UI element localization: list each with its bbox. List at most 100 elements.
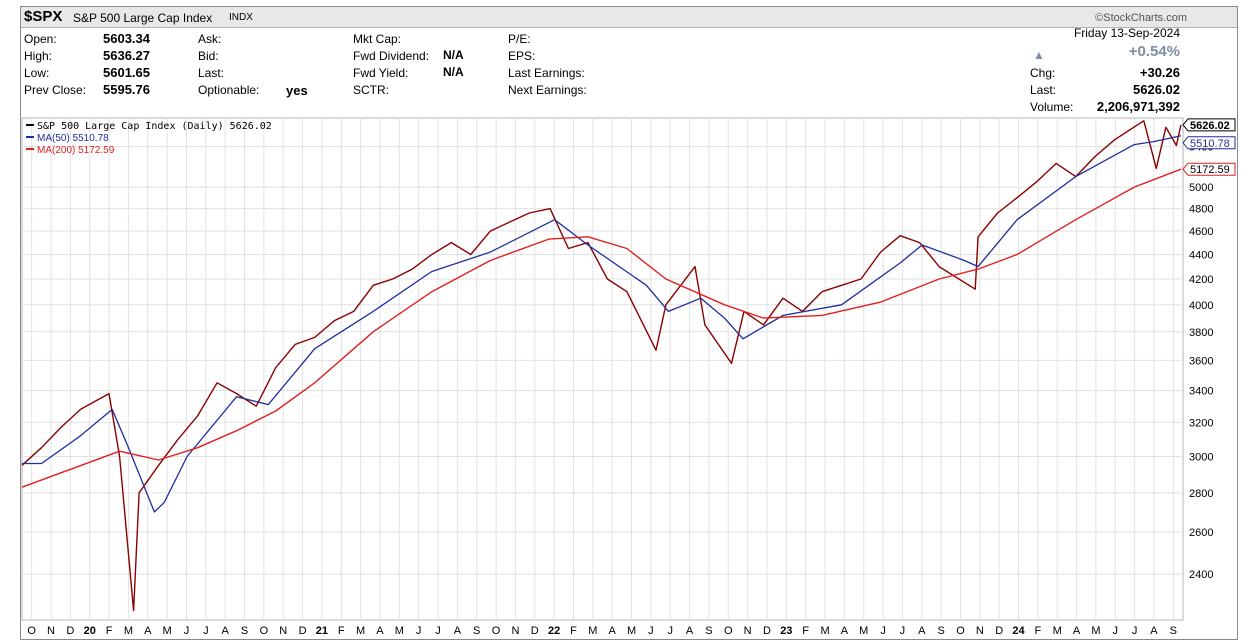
x-tick-label: A bbox=[609, 625, 617, 637]
x-tick-label: D bbox=[763, 625, 771, 637]
ma50-series-line bbox=[22, 135, 1182, 513]
low-value: 5601.65 bbox=[103, 65, 150, 80]
x-tick-label: M bbox=[820, 625, 829, 637]
x-tick-label: D bbox=[995, 625, 1003, 637]
pe-label: P/E: bbox=[508, 32, 531, 46]
y-tick-label: 4600 bbox=[1189, 226, 1213, 238]
x-tick-label: J bbox=[1113, 625, 1119, 637]
x-tick-label: 20 bbox=[84, 625, 96, 637]
fwd-dividend-value: N/A bbox=[443, 48, 464, 62]
price-tag-label: 5510.78 bbox=[1190, 138, 1230, 150]
x-tick-label: O bbox=[260, 625, 269, 637]
exchange-label: INDX bbox=[229, 12, 253, 23]
index-name: S&P 500 Large Cap Index bbox=[73, 11, 213, 25]
optionable-value: yes bbox=[286, 83, 308, 98]
open-value: 5603.34 bbox=[103, 31, 150, 46]
legend-entry: MA(200) 5172.59 bbox=[37, 145, 115, 156]
quote-panel: Open: 5603.34 High: 5636.27 Low: 5601.65… bbox=[21, 26, 1237, 118]
x-tick-label: A bbox=[376, 625, 384, 637]
x-tick-label: S bbox=[241, 625, 248, 637]
x-tick-label: A bbox=[1073, 625, 1081, 637]
x-tick-label: A bbox=[686, 625, 694, 637]
x-tick-label: J bbox=[184, 625, 190, 637]
chg-label: Chg: bbox=[1030, 66, 1056, 80]
next-earnings-label: Next Earnings: bbox=[508, 83, 587, 97]
x-tick-label: O bbox=[956, 625, 965, 637]
x-tick-label: J bbox=[203, 625, 209, 637]
y-tick-label: 3000 bbox=[1189, 451, 1213, 463]
x-tick-label: N bbox=[511, 625, 519, 637]
pct-change: +0.54% bbox=[1128, 43, 1180, 60]
title-bar: $SPX S&P 500 Large Cap Index INDX ©Stock… bbox=[21, 7, 1237, 28]
y-tick-label: 4400 bbox=[1189, 249, 1213, 261]
price-series-line bbox=[21, 120, 1182, 612]
x-tick-label: F bbox=[338, 625, 345, 637]
x-tick-label: A bbox=[222, 625, 230, 637]
ticker-symbol: $SPX bbox=[24, 8, 63, 25]
price-tag-box bbox=[1182, 136, 1236, 150]
price-tag-box bbox=[1182, 162, 1236, 176]
x-tick-label: N bbox=[976, 625, 984, 637]
x-tick-label: 21 bbox=[316, 625, 328, 637]
x-tick-label: 22 bbox=[548, 625, 560, 637]
prev-close-label: Prev Close: bbox=[24, 83, 87, 97]
x-tick-label: M bbox=[395, 625, 404, 637]
x-tick-label: F bbox=[1035, 625, 1042, 637]
y-tick-label: 3400 bbox=[1189, 385, 1213, 397]
x-tick-label: S bbox=[1170, 625, 1177, 637]
x-tick-label: F bbox=[570, 625, 577, 637]
x-tick-label: 24 bbox=[1012, 625, 1025, 637]
x-tick-label: J bbox=[1132, 625, 1138, 637]
bid-label: Bid: bbox=[198, 49, 219, 63]
volume-value: 2,206,971,392 bbox=[1096, 99, 1180, 114]
x-tick-label: D bbox=[299, 625, 307, 637]
y-tick-label: 2400 bbox=[1189, 569, 1213, 581]
x-tick-label: N bbox=[279, 625, 287, 637]
x-tick-label: J bbox=[667, 625, 673, 637]
eps-label: EPS: bbox=[508, 49, 536, 63]
x-tick-label: D bbox=[531, 625, 539, 637]
x-tick-label: A bbox=[144, 625, 152, 637]
sctr-label: SCTR: bbox=[353, 83, 389, 97]
last-value: 5626.02 bbox=[1133, 82, 1180, 97]
open-label: Open: bbox=[24, 32, 57, 46]
y-tick-label: 2800 bbox=[1189, 488, 1213, 500]
x-tick-label: M bbox=[588, 625, 597, 637]
x-tick-label: J bbox=[416, 625, 422, 637]
volume-label: Volume: bbox=[1030, 100, 1074, 114]
ma200-series-line bbox=[21, 168, 1182, 488]
last-label: Last: bbox=[1030, 83, 1057, 97]
x-tick-label: M bbox=[627, 625, 636, 637]
x-tick-label: M bbox=[859, 625, 868, 637]
x-tick-label: M bbox=[356, 625, 365, 637]
x-tick-label: F bbox=[106, 625, 113, 637]
y-tick-label: 4800 bbox=[1189, 204, 1213, 216]
legend-entry: MA(50) 5510.78 bbox=[37, 133, 109, 144]
y-tick-label: 4000 bbox=[1189, 300, 1213, 312]
x-tick-label: O bbox=[492, 625, 501, 637]
price-tag-box bbox=[1182, 118, 1236, 132]
y-tick-label: 3800 bbox=[1189, 327, 1213, 339]
x-tick-label: M bbox=[163, 625, 172, 637]
quote-date: Friday 13-Sep-2024 bbox=[1073, 26, 1180, 40]
x-tick-label: A bbox=[454, 625, 462, 637]
high-value: 5636.27 bbox=[103, 48, 150, 63]
x-tick-label: N bbox=[744, 625, 752, 637]
y-tick-label: 5000 bbox=[1189, 182, 1213, 194]
x-tick-label: S bbox=[473, 625, 480, 637]
x-tick-label: M bbox=[1091, 625, 1100, 637]
prev-close-value: 5595.76 bbox=[103, 82, 150, 97]
x-tick-label: A bbox=[841, 625, 849, 637]
x-tick-label: J bbox=[900, 625, 906, 637]
x-tick-label: A bbox=[918, 625, 926, 637]
price-tag-label: 5172.59 bbox=[1190, 164, 1230, 176]
ask-label: Ask: bbox=[198, 32, 222, 46]
x-tick-label: O bbox=[724, 625, 733, 637]
x-tick-label: A bbox=[1150, 625, 1158, 637]
legend-entry: S&P 500 Large Cap Index (Daily) 5626.02 bbox=[37, 121, 272, 132]
x-tick-label: N bbox=[47, 625, 55, 637]
last-label-mid: Last: bbox=[198, 66, 225, 80]
brand-watermark[interactable]: ©StockCharts.com bbox=[1095, 12, 1187, 24]
x-tick-label: F bbox=[802, 625, 809, 637]
